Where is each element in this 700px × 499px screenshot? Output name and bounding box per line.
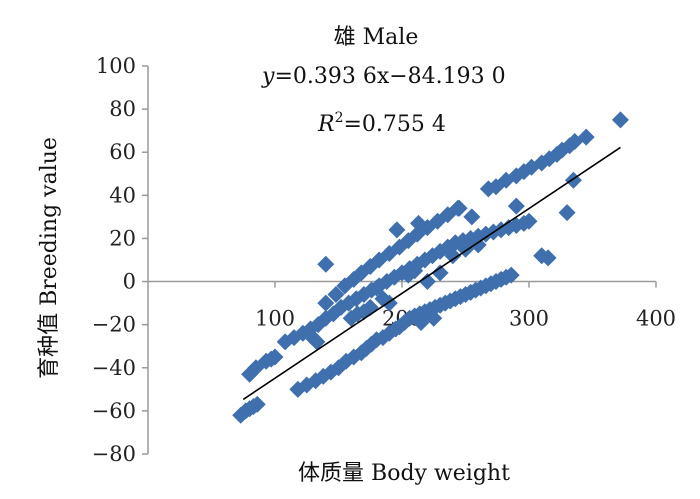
data-point xyxy=(425,309,443,327)
y-tick-label: 80 xyxy=(109,97,136,121)
r-squared-r: R xyxy=(317,112,335,137)
data-point xyxy=(412,314,430,332)
data-point xyxy=(248,395,266,413)
equation-rest: =0.393 6x−84.193 0 xyxy=(274,64,505,89)
data-point xyxy=(539,249,557,267)
data-point xyxy=(450,199,468,217)
data-point xyxy=(558,204,576,222)
data-point xyxy=(520,212,538,230)
data-point xyxy=(507,197,525,215)
y-ticks: 100 80 60 40 20 0 −20 −40 −60 −80 xyxy=(92,54,148,466)
x-axis-label: 体质量 Body weight xyxy=(298,461,510,486)
r-squared-value: =0.755 4 xyxy=(344,112,446,137)
data-point xyxy=(444,247,462,265)
data-point xyxy=(577,128,595,146)
x-tick-label: 400 xyxy=(636,307,676,331)
chart-title: 雄 Male xyxy=(334,25,419,50)
r-squared: R2=0.755 4 xyxy=(317,110,446,137)
data-point xyxy=(410,214,428,232)
data-point xyxy=(388,221,406,239)
data-point xyxy=(327,285,345,303)
y-axis-label: 育种值 Breeding value xyxy=(37,137,62,379)
y-tick-label: −20 xyxy=(92,313,136,337)
data-point xyxy=(308,333,326,351)
data-point xyxy=(502,266,520,284)
data-point xyxy=(469,236,487,254)
data-point xyxy=(342,309,360,327)
data-point xyxy=(247,359,265,377)
data-point xyxy=(368,279,386,297)
x-tick-label: 300 xyxy=(509,307,549,331)
x-ticks: 100200300400 xyxy=(255,281,676,331)
data-point xyxy=(431,264,449,282)
data-points xyxy=(232,111,629,424)
data-point xyxy=(611,111,629,129)
y-tick-label: −40 xyxy=(92,356,136,380)
data-point xyxy=(418,273,436,291)
y-tick-label: −80 xyxy=(92,442,136,466)
y-tick-label: 40 xyxy=(109,183,136,207)
data-point xyxy=(317,255,335,273)
data-point xyxy=(533,247,551,265)
y-tick-label: 0 xyxy=(123,270,136,294)
data-point xyxy=(463,208,481,226)
y-tick-label: −60 xyxy=(92,399,136,423)
equation-y: y xyxy=(261,64,275,89)
y-tick-label: 60 xyxy=(109,140,136,164)
data-point xyxy=(317,294,335,312)
y-tick-label: 100 xyxy=(96,54,136,78)
data-point xyxy=(399,266,417,284)
r-squared-sup: 2 xyxy=(335,110,344,126)
x-tick-label: 100 xyxy=(255,307,295,331)
regression-equation: y=0.393 6x−84.193 0 xyxy=(261,64,506,89)
data-point xyxy=(266,348,284,366)
trendline xyxy=(242,146,621,401)
y-tick-label: 20 xyxy=(109,226,136,250)
